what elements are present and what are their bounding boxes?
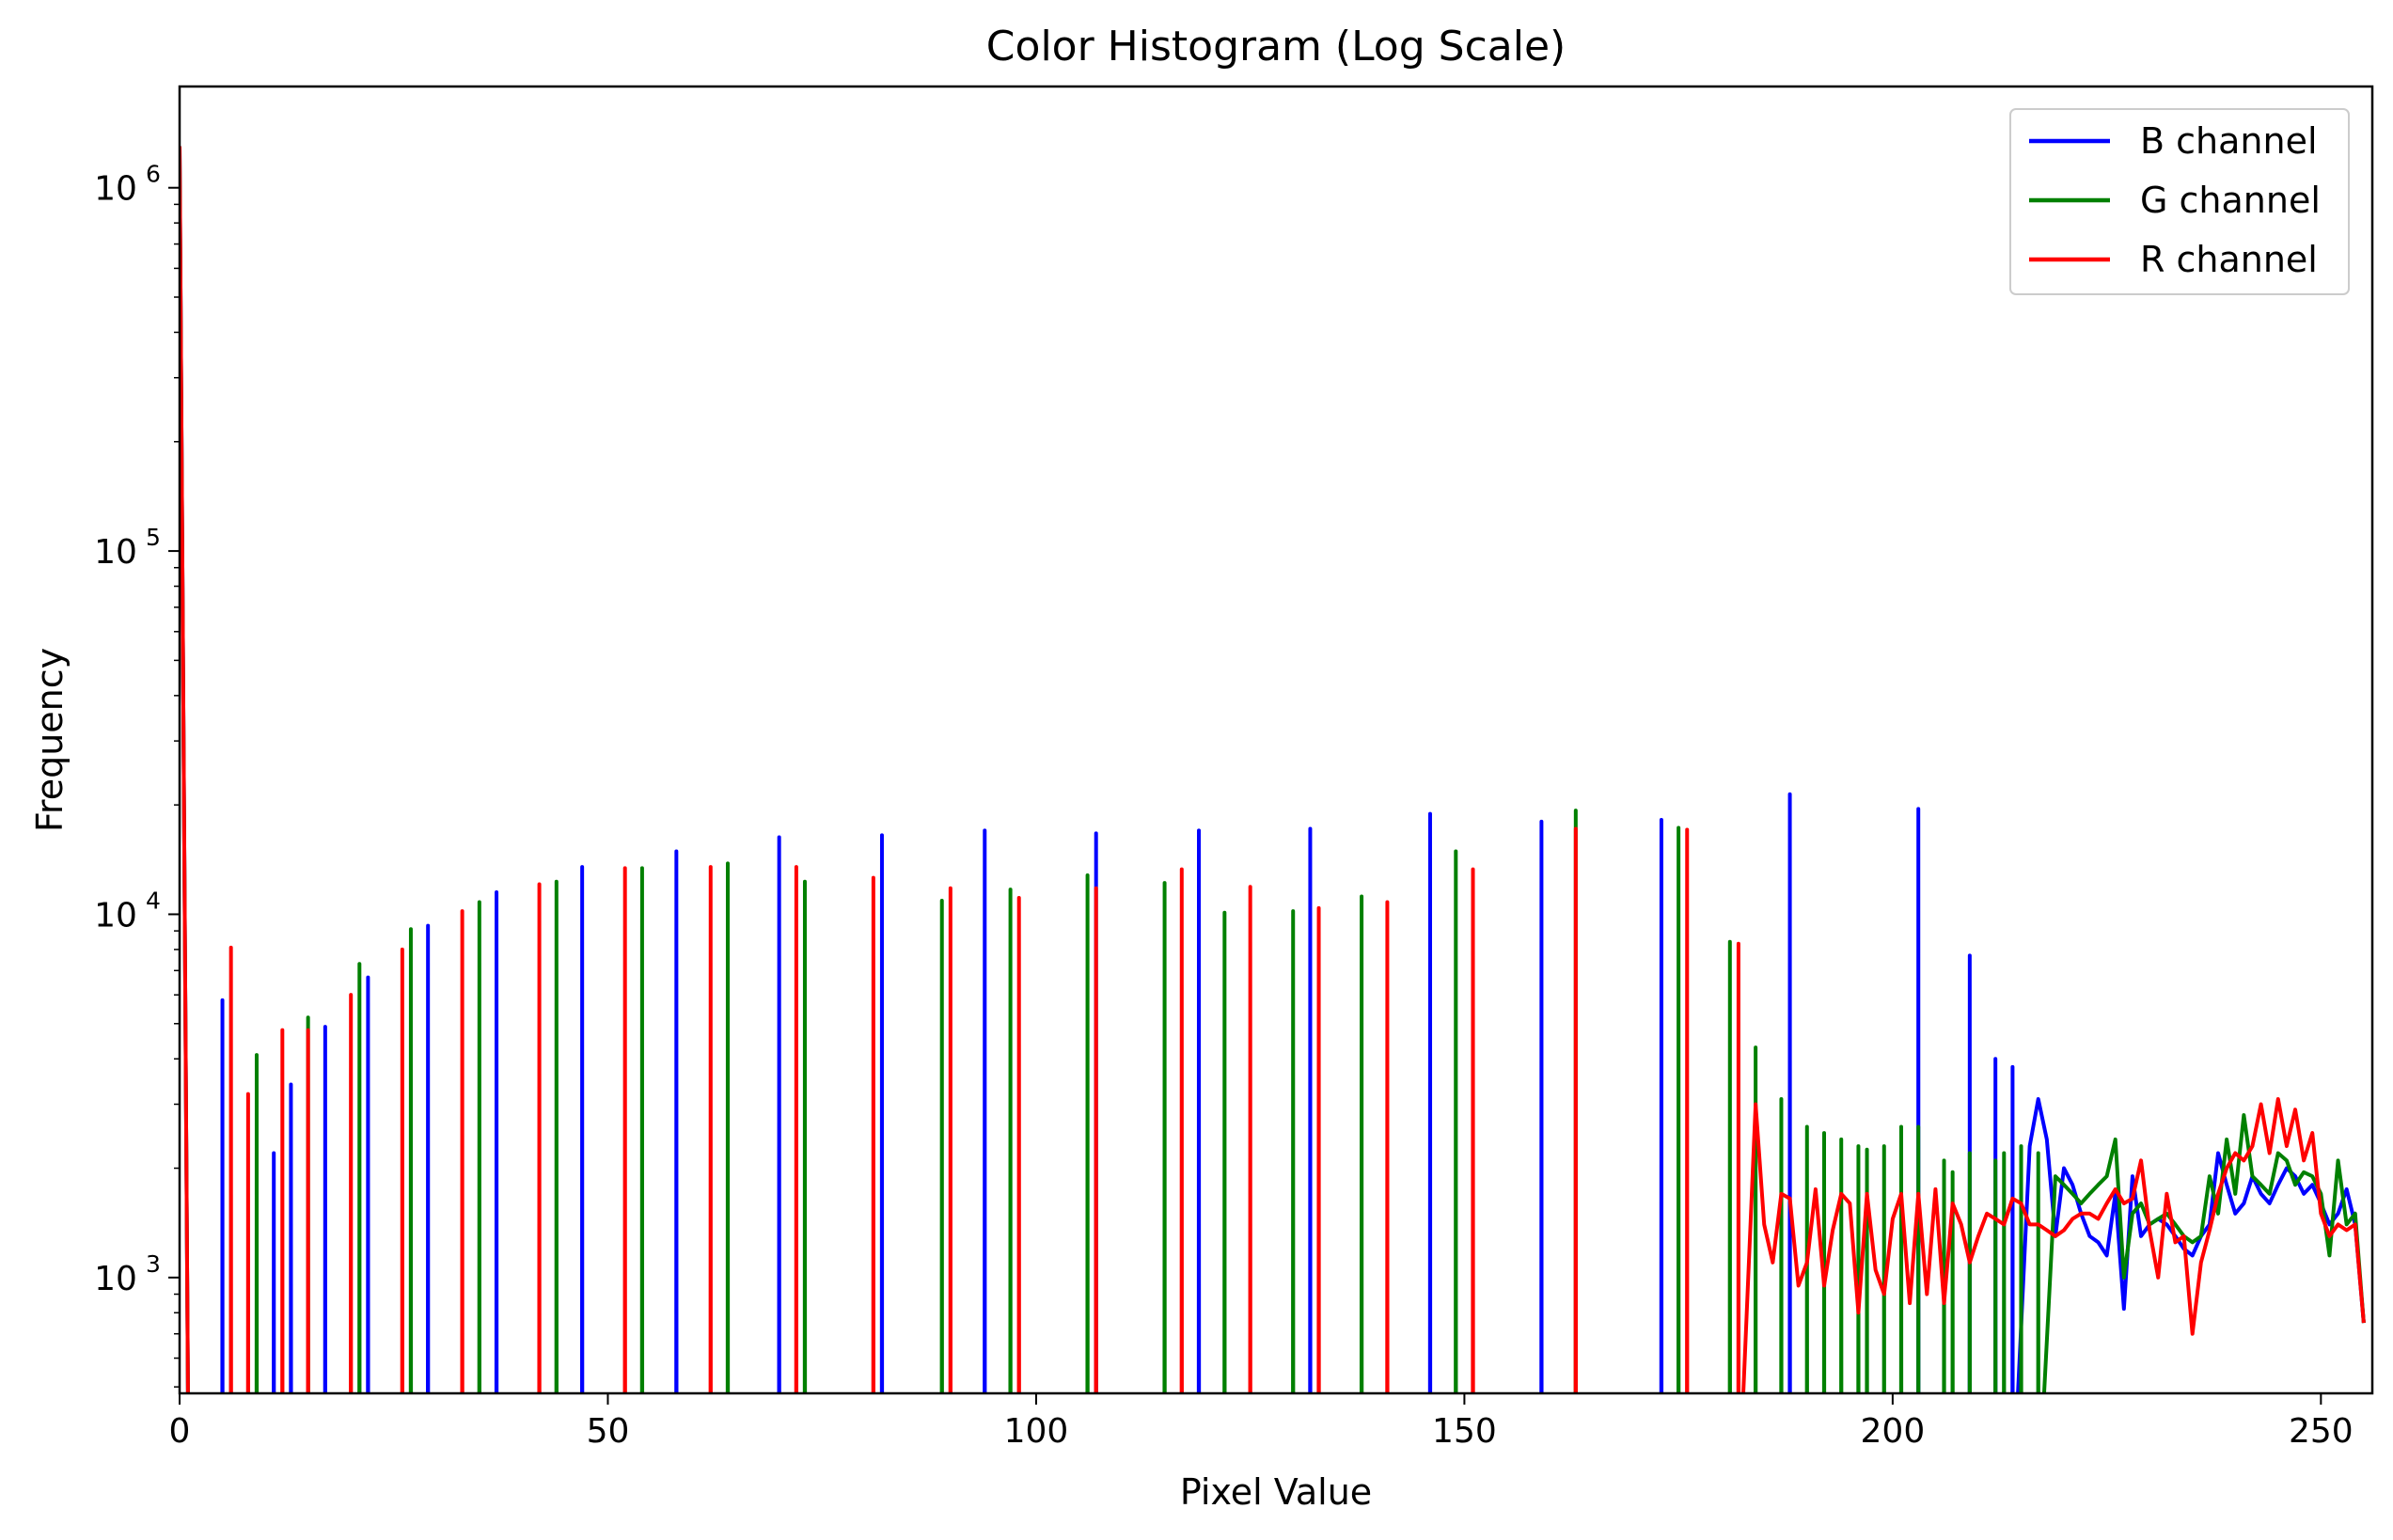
- series-2-group: [180, 146, 2366, 1393]
- y-tick-label: 10: [94, 533, 137, 572]
- legend-label: G channel: [2140, 180, 2321, 221]
- plot-frame: [178, 85, 2374, 1395]
- chart-title: Color Histogram (Log Scale): [986, 23, 1566, 71]
- series-line-2: [180, 146, 2366, 1393]
- y-tick-exponent: 3: [146, 1250, 161, 1278]
- y-tick-exponent: 5: [146, 524, 161, 551]
- y-axis-label: Frequency: [29, 648, 71, 832]
- y-tick-label: 10: [94, 170, 137, 209]
- series-line-1: [180, 146, 2366, 1393]
- series-line-0: [180, 146, 2366, 1393]
- legend-label: B channel: [2140, 120, 2318, 162]
- series-0-group: [180, 146, 2366, 1393]
- legend-item: G channel: [2029, 180, 2321, 221]
- legend-label: R channel: [2140, 239, 2318, 280]
- legend-item: B channel: [2029, 120, 2318, 162]
- x-tick-label: 50: [587, 1412, 630, 1451]
- x-tick-label: 200: [1861, 1412, 1926, 1451]
- legend: B channel G channel R channel: [2009, 108, 2350, 295]
- legend-box: [2009, 108, 2350, 295]
- legend-item: R channel: [2029, 239, 2318, 280]
- x-tick-label: 150: [1432, 1412, 1497, 1451]
- y-tick-label: 10: [94, 896, 137, 935]
- x-tick-label: 0: [169, 1412, 191, 1451]
- series-layer: [180, 146, 2366, 1393]
- y-tick-label: 10: [94, 1260, 137, 1298]
- y-tick-exponent: 4: [146, 887, 161, 914]
- x-axis: 0 50 100 150 200 250: [169, 1393, 2354, 1451]
- x-tick-label: 100: [1004, 1412, 1069, 1451]
- x-tick-label: 250: [2289, 1412, 2354, 1451]
- y-tick-exponent: 6: [146, 161, 161, 188]
- series-1-group: [180, 146, 2366, 1393]
- x-axis-label: Pixel Value: [1180, 1471, 1372, 1513]
- y-axis: 10 3 10 4 10 5 10 6: [94, 161, 180, 1388]
